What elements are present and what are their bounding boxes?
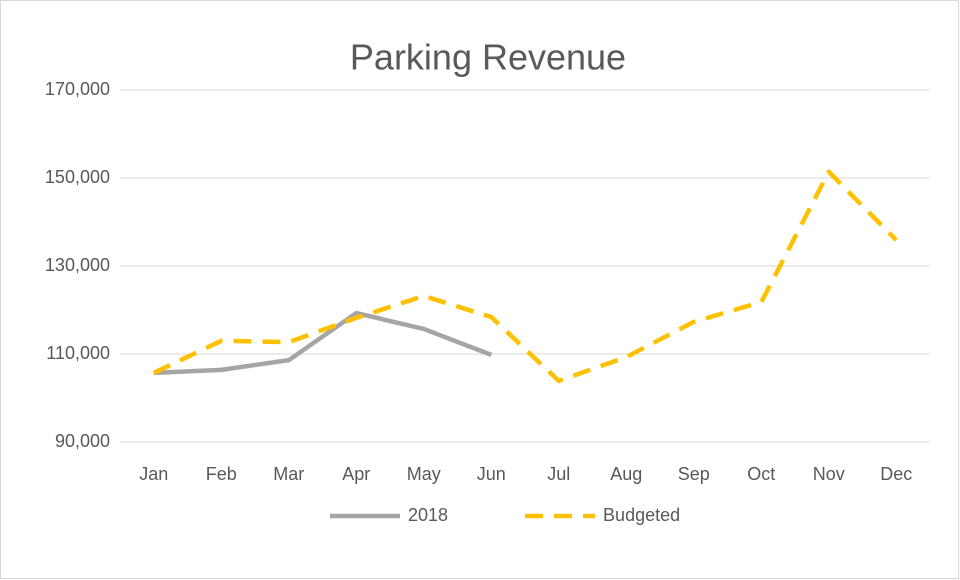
x-tick-label: Aug	[610, 464, 642, 484]
x-tick-label: Feb	[206, 464, 237, 484]
x-tick-label: Jan	[139, 464, 168, 484]
series-line	[153, 310, 493, 376]
x-tick-label: Oct	[747, 464, 775, 484]
x-tick-label: Mar	[273, 464, 304, 484]
y-tick-label: 150,000	[45, 167, 110, 187]
x-tick-label: Jun	[477, 464, 506, 484]
x-tick-label: Apr	[342, 464, 370, 484]
x-tick-label: Nov	[813, 464, 845, 484]
x-tick-label: Sep	[678, 464, 710, 484]
x-tick-label: Jul	[547, 464, 570, 484]
x-tick-label: May	[407, 464, 441, 484]
x-tick-label: Dec	[880, 464, 912, 484]
legend-label: 2018	[408, 505, 448, 525]
series-line	[152, 169, 898, 384]
chart-title: Parking Revenue	[350, 37, 626, 78]
legend-label: Budgeted	[603, 505, 680, 525]
y-tick-label: 110,000	[46, 343, 110, 363]
y-tick-label: 90,000	[55, 431, 110, 451]
y-tick-label: 170,000	[45, 79, 110, 99]
y-tick-label: 130,000	[45, 255, 110, 275]
